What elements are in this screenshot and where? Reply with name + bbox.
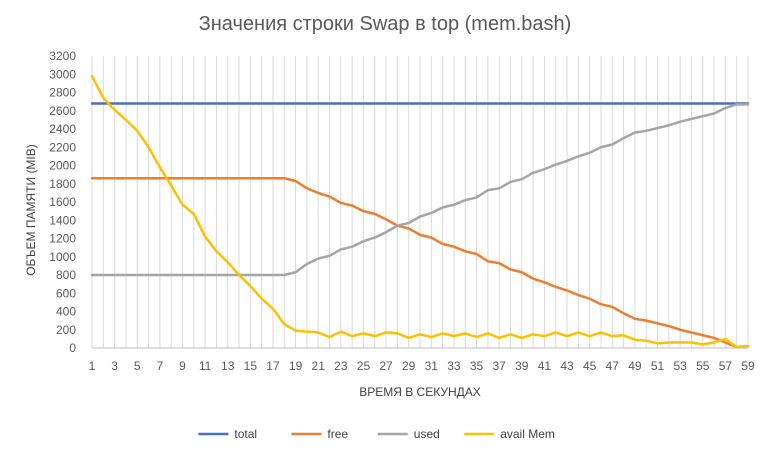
x-tick-label: 19 bbox=[289, 359, 303, 373]
y-tick-label: 2400 bbox=[49, 122, 76, 136]
x-tick-label: 37 bbox=[492, 359, 506, 373]
y-tick-label: 800 bbox=[56, 268, 76, 282]
x-tick-label: 7 bbox=[157, 359, 164, 373]
series-line-free bbox=[90, 177, 750, 349]
x-tick-label: 59 bbox=[741, 359, 755, 373]
y-tick-label: 600 bbox=[56, 286, 76, 300]
x-tick-label: 27 bbox=[379, 359, 393, 373]
x-tick-label: 17 bbox=[266, 359, 280, 373]
x-tick-label: 35 bbox=[470, 359, 484, 373]
y-tick-label: 3200 bbox=[49, 49, 76, 63]
x-tick-label: 9 bbox=[179, 359, 186, 373]
x-tick-label: 39 bbox=[515, 359, 529, 373]
x-tick-label: 55 bbox=[696, 359, 710, 373]
y-tick-label: 3000 bbox=[49, 67, 76, 81]
y-tick-label: 2800 bbox=[49, 86, 76, 100]
x-tick-label: 33 bbox=[447, 359, 461, 373]
y-tick-label: 1000 bbox=[49, 250, 76, 264]
y-tick-label: 2600 bbox=[49, 104, 76, 118]
y-tick-label: 2200 bbox=[49, 140, 76, 154]
x-tick-label: 23 bbox=[334, 359, 348, 373]
y-tick-label: 1600 bbox=[49, 195, 76, 209]
axes: 0 200 400 600 800 1000 1200 1400 1600 1800 2000 220… bbox=[49, 49, 755, 373]
x-tick-label: 45 bbox=[583, 359, 597, 373]
legend: total free used avail Mem bbox=[198, 427, 555, 441]
x-tick-label: 3 bbox=[111, 359, 118, 373]
chart-title: Значения строки Swap в top (mem.bash) bbox=[199, 13, 572, 35]
x-tick-label: 41 bbox=[538, 359, 552, 373]
y-tick-label: 1400 bbox=[49, 213, 76, 227]
y-tick-label: 0 bbox=[69, 341, 76, 355]
legend-label-free: free bbox=[327, 427, 348, 441]
x-tick-label: 31 bbox=[425, 359, 439, 373]
x-tick-label: 51 bbox=[651, 359, 665, 373]
x-tick-label: 13 bbox=[221, 359, 235, 373]
x-tick-label: 11 bbox=[199, 359, 212, 373]
legend-label-avail-mem: avail Mem bbox=[500, 427, 555, 441]
x-tick-label: 57 bbox=[719, 359, 733, 373]
y-tick-label: 2000 bbox=[49, 159, 76, 173]
series-line-avail-mem bbox=[90, 74, 750, 349]
y-tick-label: 200 bbox=[56, 323, 76, 337]
x-tick-label: 15 bbox=[244, 359, 258, 373]
grid bbox=[91, 56, 749, 348]
x-tick-label: 1 bbox=[89, 359, 96, 373]
x-tick-label: 43 bbox=[560, 359, 574, 373]
y-tick-label: 1800 bbox=[49, 177, 76, 191]
series-lines bbox=[90, 74, 750, 349]
x-tick-label: 49 bbox=[628, 359, 642, 373]
x-tick-label: 25 bbox=[357, 359, 371, 373]
x-tick-label: 21 bbox=[312, 359, 326, 373]
x-axis-title: ВРЕМЯ В СЕКУНДАХ bbox=[359, 385, 481, 399]
x-tick-label: 53 bbox=[673, 359, 687, 373]
series-line-used bbox=[90, 103, 750, 277]
x-tick-label: 47 bbox=[606, 359, 620, 373]
y-tick-label: 400 bbox=[56, 305, 76, 319]
x-tick-label: 5 bbox=[134, 359, 141, 373]
y-tick-label: 1200 bbox=[49, 232, 76, 246]
y-axis-title: ОБЪЕМ ПАМЯТИ (MIB) bbox=[24, 144, 38, 276]
legend-label-total: total bbox=[234, 427, 257, 441]
x-tick-label: 29 bbox=[402, 359, 416, 373]
legend-label-used: used bbox=[414, 427, 440, 441]
